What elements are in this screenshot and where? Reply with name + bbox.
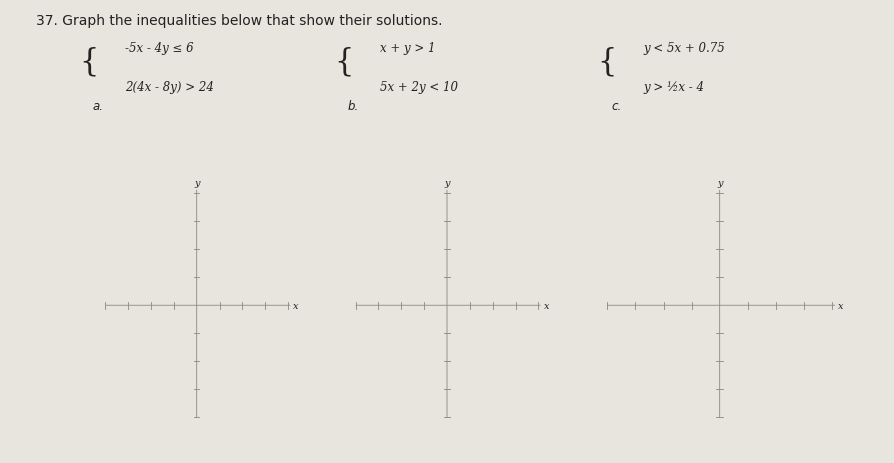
Text: {: { <box>79 46 98 77</box>
Text: c.: c. <box>611 100 622 113</box>
Text: y > ½x - 4: y > ½x - 4 <box>644 81 704 94</box>
Text: a.: a. <box>93 100 104 113</box>
Text: y: y <box>194 178 199 188</box>
Text: x: x <box>838 301 844 310</box>
Text: -5x - 4y ≤ 6: -5x - 4y ≤ 6 <box>125 42 194 55</box>
Text: x + y > 1: x + y > 1 <box>380 42 435 55</box>
Text: y: y <box>444 178 450 188</box>
Text: b.: b. <box>348 100 358 113</box>
Text: 5x + 2y < 10: 5x + 2y < 10 <box>380 81 458 94</box>
Text: y < 5x + 0.75: y < 5x + 0.75 <box>644 42 725 55</box>
Text: {: { <box>597 46 617 77</box>
Text: x: x <box>544 301 549 310</box>
Text: 2(4x - 8y) > 24: 2(4x - 8y) > 24 <box>125 81 214 94</box>
Text: {: { <box>333 46 353 77</box>
Text: x: x <box>293 301 299 310</box>
Text: 37. Graph the inequalities below that show their solutions.: 37. Graph the inequalities below that sh… <box>36 14 443 28</box>
Text: y: y <box>717 178 722 188</box>
